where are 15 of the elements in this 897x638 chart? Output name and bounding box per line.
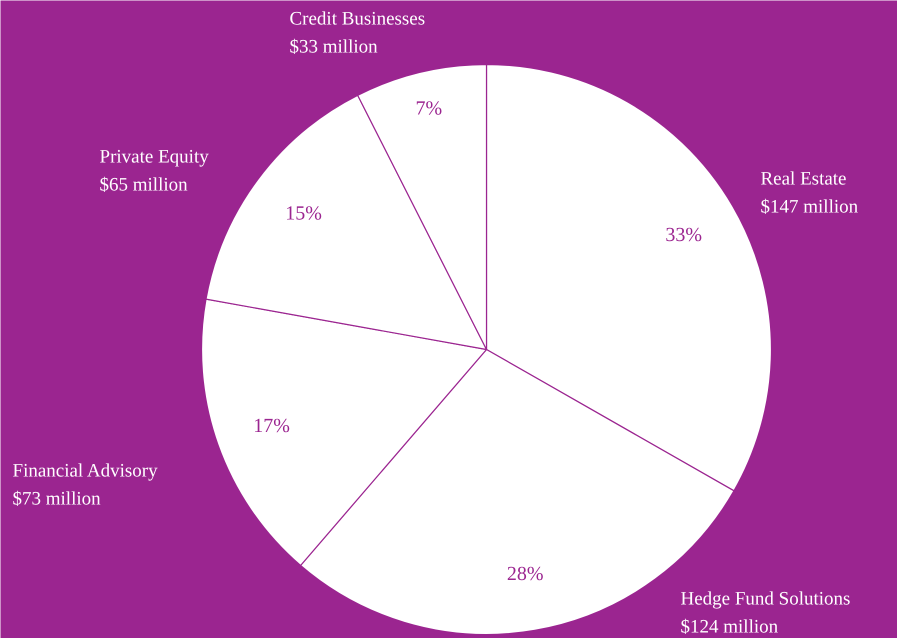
text: 15% bbox=[285, 202, 322, 224]
text: 7% bbox=[416, 97, 442, 120]
data-label: $124 million bbox=[680, 616, 779, 638]
slice-label: Credit Businesses bbox=[290, 8, 426, 30]
text: 28% bbox=[506, 563, 544, 586]
data-label: $147 million bbox=[760, 196, 859, 218]
slice-label: Hedge Fund Solutions bbox=[680, 588, 850, 610]
slice-label: Private Equity bbox=[100, 146, 210, 168]
slice-label: Financial Advisory bbox=[12, 460, 158, 482]
text: 33% bbox=[665, 224, 702, 246]
text: 17% bbox=[253, 414, 290, 437]
slice-label: Real Estate bbox=[760, 168, 846, 190]
data-label: $65 million bbox=[100, 174, 188, 196]
data-label: $33 million bbox=[290, 36, 378, 58]
data-label: $73 million bbox=[12, 488, 102, 510]
